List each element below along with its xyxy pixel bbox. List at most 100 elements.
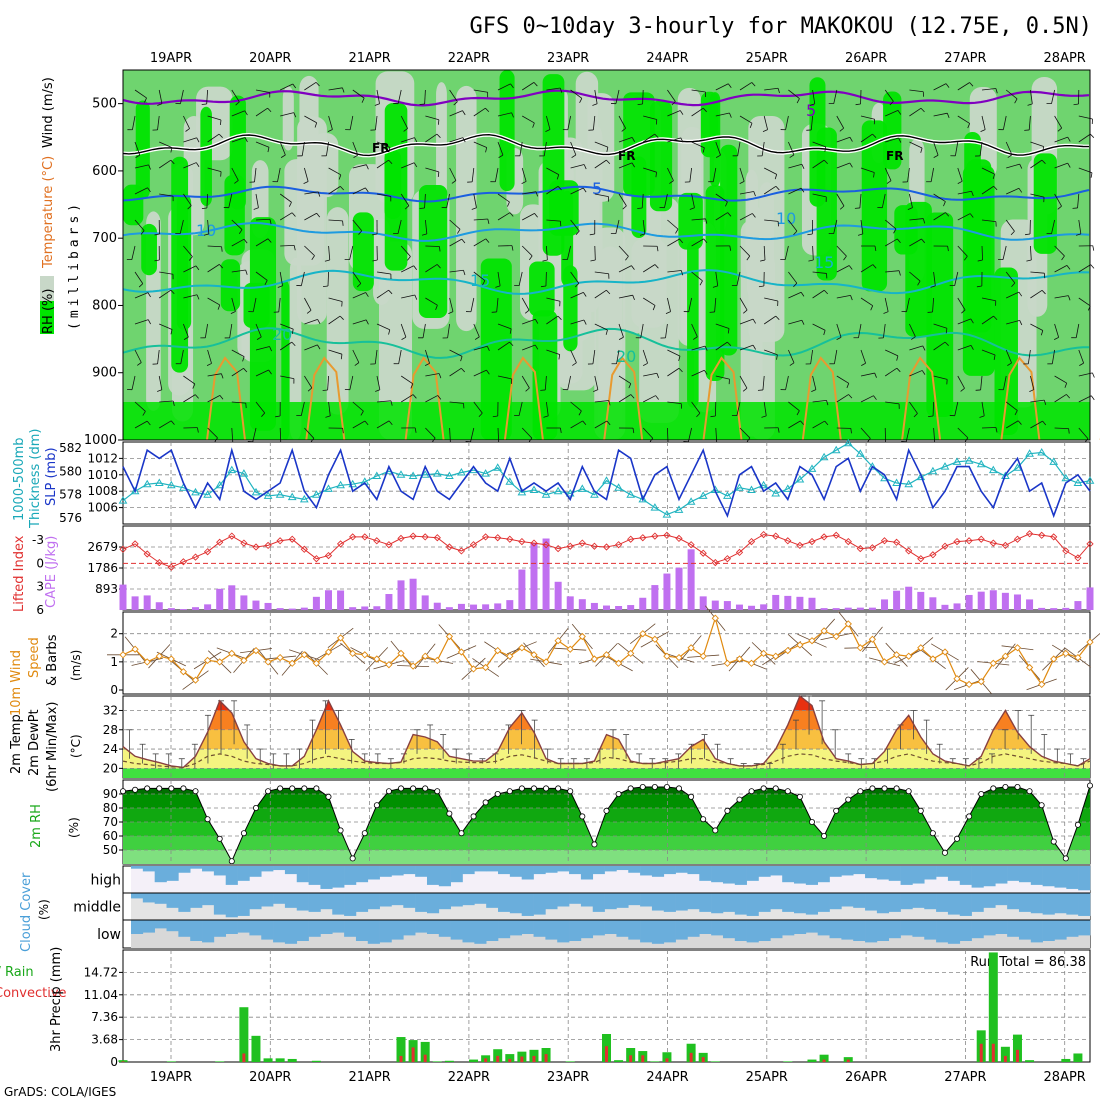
li-point: [796, 541, 804, 550]
precip-convective-bar: [846, 1059, 850, 1062]
cloud-bar: [569, 920, 582, 941]
cloud-bar: [1078, 866, 1091, 891]
wind-barb-flag: [960, 387, 965, 392]
wind-barb: [522, 212, 535, 221]
wind-barb-flag: [920, 107, 925, 113]
precip-tick-label: 3.68: [91, 1033, 118, 1047]
wind10-point: [832, 632, 840, 641]
thickness-point: [154, 478, 164, 486]
wind-barb: [497, 193, 510, 203]
cloud-bar: [249, 893, 262, 910]
wind10-point: [627, 649, 635, 658]
cloud-bar: [557, 920, 570, 943]
wind-barb-flag: [460, 356, 463, 362]
wind-barb-flag: [267, 107, 272, 113]
wind-barb-flag: [704, 370, 708, 375]
precip-axis-label: 3hr Precip (mm): [49, 947, 64, 1052]
wind-barb: [521, 245, 533, 257]
wind-barb: [933, 212, 946, 221]
wind-barb: [546, 167, 559, 175]
rh2m-tick-label: 80: [103, 801, 118, 815]
wind-barb-flag: [993, 185, 998, 191]
thickness-point: [287, 492, 297, 501]
wind-barb-flag: [303, 181, 309, 184]
wind-barb: [134, 349, 142, 363]
wind-barb-flag: [896, 238, 901, 244]
wind-barb-flag: [269, 346, 272, 352]
wind-barb: [957, 318, 971, 325]
thickness-point: [529, 485, 539, 493]
wind-barb: [374, 349, 378, 364]
thickness-point: [1001, 471, 1010, 479]
wind-barb-flag: [1066, 265, 1071, 270]
li-point: [469, 541, 478, 549]
wind-barb: [401, 137, 415, 143]
cape-bar: [808, 597, 816, 610]
cape-bar: [252, 600, 260, 610]
cloud-bar: [391, 893, 404, 906]
wind-barb: [473, 401, 483, 414]
wind-barb: [280, 323, 294, 330]
wind-barb-flag: [631, 265, 635, 270]
wind-barb-flag: [752, 318, 756, 324]
wind10-point: [228, 649, 236, 658]
wind-barb: [352, 420, 366, 429]
wind-barb-flag: [793, 282, 798, 288]
wind-barb-flag: [1027, 103, 1033, 106]
thickness-tick-label: 578: [59, 488, 82, 502]
wind-barb-flag: [403, 128, 408, 132]
wind-barb-flag: [170, 420, 175, 425]
wind-barb: [327, 271, 329, 287]
wind-barb-flag: [492, 415, 498, 418]
precip-convective-bar: [979, 1043, 983, 1062]
wind-barb: [957, 297, 966, 311]
wind-barb: [933, 141, 939, 156]
wind-barb-flag: [342, 220, 344, 226]
cape-bar: [603, 605, 610, 610]
wind-barb-flag: [729, 112, 732, 118]
wind-barb-flag: [486, 369, 490, 375]
cloud-bar: [367, 866, 380, 880]
cloud-bar: [166, 893, 179, 908]
wind-barb-flag: [340, 186, 345, 191]
wind10-point: [699, 652, 707, 660]
wind-barb: [667, 297, 671, 312]
wind-barb: [352, 292, 366, 299]
wind-barb-flag: [655, 395, 659, 400]
cape-tick-label: 1786: [87, 561, 118, 575]
cloud-bar: [770, 866, 783, 876]
wind-barb-flag: [419, 207, 425, 209]
rh2m-point: [676, 785, 683, 792]
day-label-bottom: 26APR: [845, 1070, 887, 1085]
wind-barb: [667, 219, 679, 230]
precip-total-bar: [783, 1061, 793, 1062]
wind-barb: [207, 133, 220, 143]
cape-bar: [566, 596, 574, 610]
wind-barb: [981, 297, 996, 302]
wind-barb: [788, 89, 800, 99]
cloud-bar: [947, 920, 961, 944]
wind-barb: [688, 297, 692, 312]
wind-barb-flag: [280, 154, 286, 158]
wind-barb-flag: [775, 315, 780, 320]
cloud-bar: [438, 920, 451, 937]
wind-barb: [376, 141, 391, 148]
wind-barb-flag: [170, 329, 173, 335]
wind-barb-flag: [689, 207, 695, 210]
cloud-bar: [675, 893, 688, 911]
thickness-point: [396, 470, 406, 478]
wind-barb-flag: [560, 427, 562, 433]
wind-barb: [618, 245, 629, 257]
cloud-bar: [1030, 866, 1043, 885]
wind-barb: [328, 87, 343, 91]
cape-bar: [965, 594, 973, 610]
wind-barb: [1078, 395, 1092, 403]
wind-barb: [715, 212, 728, 221]
wind-barb-flag: [360, 410, 364, 416]
wind-barb: [279, 193, 292, 203]
wind-barb: [1030, 289, 1043, 299]
wind-barb-flag: [593, 389, 599, 392]
wind-barb: [812, 271, 827, 274]
wind-barb-flag: [608, 400, 611, 406]
wind-barb-flag: [639, 233, 645, 236]
